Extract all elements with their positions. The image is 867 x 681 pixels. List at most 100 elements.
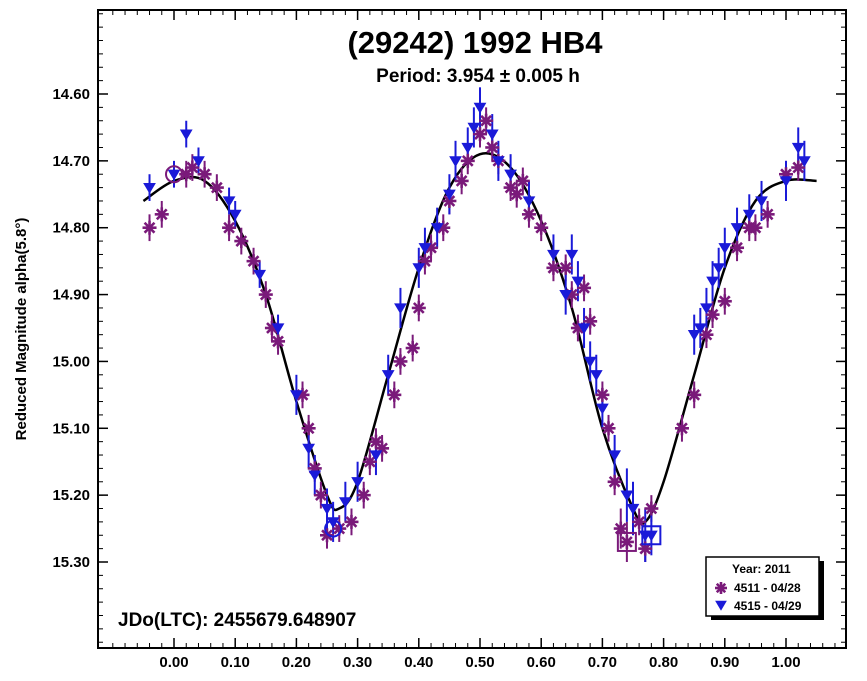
data-point-triangle [271,323,285,335]
data-point-triangle [302,443,316,455]
y-tick-label: 14.60 [52,86,90,103]
y-tick-label: 14.70 [52,153,90,170]
data-point-triangle [412,263,426,275]
data-point-triangle [394,303,407,315]
data-point-asterisk [234,234,249,249]
data-point-triangle [547,249,560,261]
data-point-triangle [797,156,811,168]
data-point-asterisk [534,220,549,235]
data-point-triangle [571,276,585,288]
data-point-triangle [620,490,634,502]
data-point-asterisk [687,387,702,402]
data-point-asterisk [393,354,408,369]
data-point-asterisk [271,334,286,349]
data-point-triangle [577,323,591,335]
data-point-asterisk [705,307,720,322]
data-point-triangle [589,370,603,382]
data-point-triangle [222,196,236,208]
data-point-triangle [320,503,334,515]
data-point-triangle [430,223,444,234]
data-point-asterisk [473,127,487,142]
data-point-asterisk [454,173,469,188]
data-point-asterisk [485,140,500,155]
data-point-asterisk [577,280,592,295]
legend: Year: 2011 4511 - 04/28 4515 - 04/29 [705,556,824,620]
data-point-triangle [742,209,756,221]
data-point-triangle [443,189,456,201]
legend-title: Year: 2011 [732,562,791,576]
highlight-markers [165,165,662,552]
data-point-asterisk [301,421,316,436]
x-tick-label: 0.00 [159,654,188,671]
data-markers [142,102,811,556]
data-point-triangle [706,276,719,288]
legend-box [705,556,820,617]
data-point-asterisk [632,514,647,529]
data-point-triangle [491,156,505,168]
x-tick-label: 0.90 [710,654,739,671]
data-point-asterisk [387,387,402,402]
x-tick-label: 0.80 [649,654,678,671]
legend-marker-triangle [715,600,727,611]
data-point-triangle [467,122,481,134]
data-point-asterisk [362,454,377,469]
data-point-asterisk [644,501,659,516]
x-tick-label: 0.40 [404,654,433,671]
highlight-square [641,525,662,546]
data-point-triangle [308,470,322,482]
plot-frame [97,9,847,649]
data-point-triangle [449,156,462,168]
legend-label-series2: 4515 - 04/29 [734,599,802,613]
data-point-triangle [473,102,487,114]
data-point-asterisk [197,167,212,182]
data-point-asterisk [558,260,573,275]
y-tick-label: 15.00 [52,353,90,370]
y-tick-label: 14.90 [52,287,90,304]
data-point-asterisk [717,294,732,309]
data-point-asterisk [607,474,622,489]
legend-marker-asterisk [715,582,727,594]
data-point-triangle [522,196,536,208]
data-point-triangle [718,243,732,254]
data-point-triangle [608,450,622,462]
chart-title: (29242) 1992 HB4 [347,25,603,60]
data-point-triangle [755,196,768,208]
x-tick-label: 0.10 [221,654,250,671]
data-point-asterisk [411,300,426,315]
data-point-asterisk [699,327,714,342]
data-point-triangle [338,497,352,509]
data-point-triangle [565,249,579,261]
data-point-triangle [369,450,383,462]
x-tick-label: 0.70 [588,654,617,671]
x-tick-label: 1.00 [771,654,800,671]
data-point-triangle [143,182,156,194]
data-point-asterisk [356,488,371,503]
data-point-asterisk [222,220,237,235]
data-point-asterisk [521,207,536,222]
data-point-triangle [693,323,707,335]
fit-curve-line [142,152,817,526]
legend-label-series1: 4511 - 04/28 [734,581,801,595]
data-point-asterisk [313,488,328,503]
data-point-triangle [485,129,499,141]
data-point-asterisk [583,314,598,329]
y-axis-title: Reduced Magnitude alpha(5.8°) [13,218,30,441]
jd-annotation: JDo(LTC): 2455679.648907 [118,610,356,631]
data-point-triangle [791,142,805,154]
data-point-triangle [626,503,640,515]
y-tick-label: 15.20 [52,487,90,504]
data-point-triangle [559,289,573,301]
data-point-triangle [730,223,744,234]
data-point-asterisk [509,187,524,202]
data-point-asterisk [246,254,261,269]
data-point-triangle [504,169,517,181]
x-tick-label: 0.60 [527,654,556,671]
y-tick-label: 14.80 [52,220,90,237]
data-point-asterisk [760,207,775,222]
data-point-asterisk [748,220,763,235]
legend-asterisk-symbol [715,582,727,594]
data-point-asterisk [209,180,224,195]
data-point-triangle [179,129,193,141]
data-point-asterisk [674,421,689,436]
